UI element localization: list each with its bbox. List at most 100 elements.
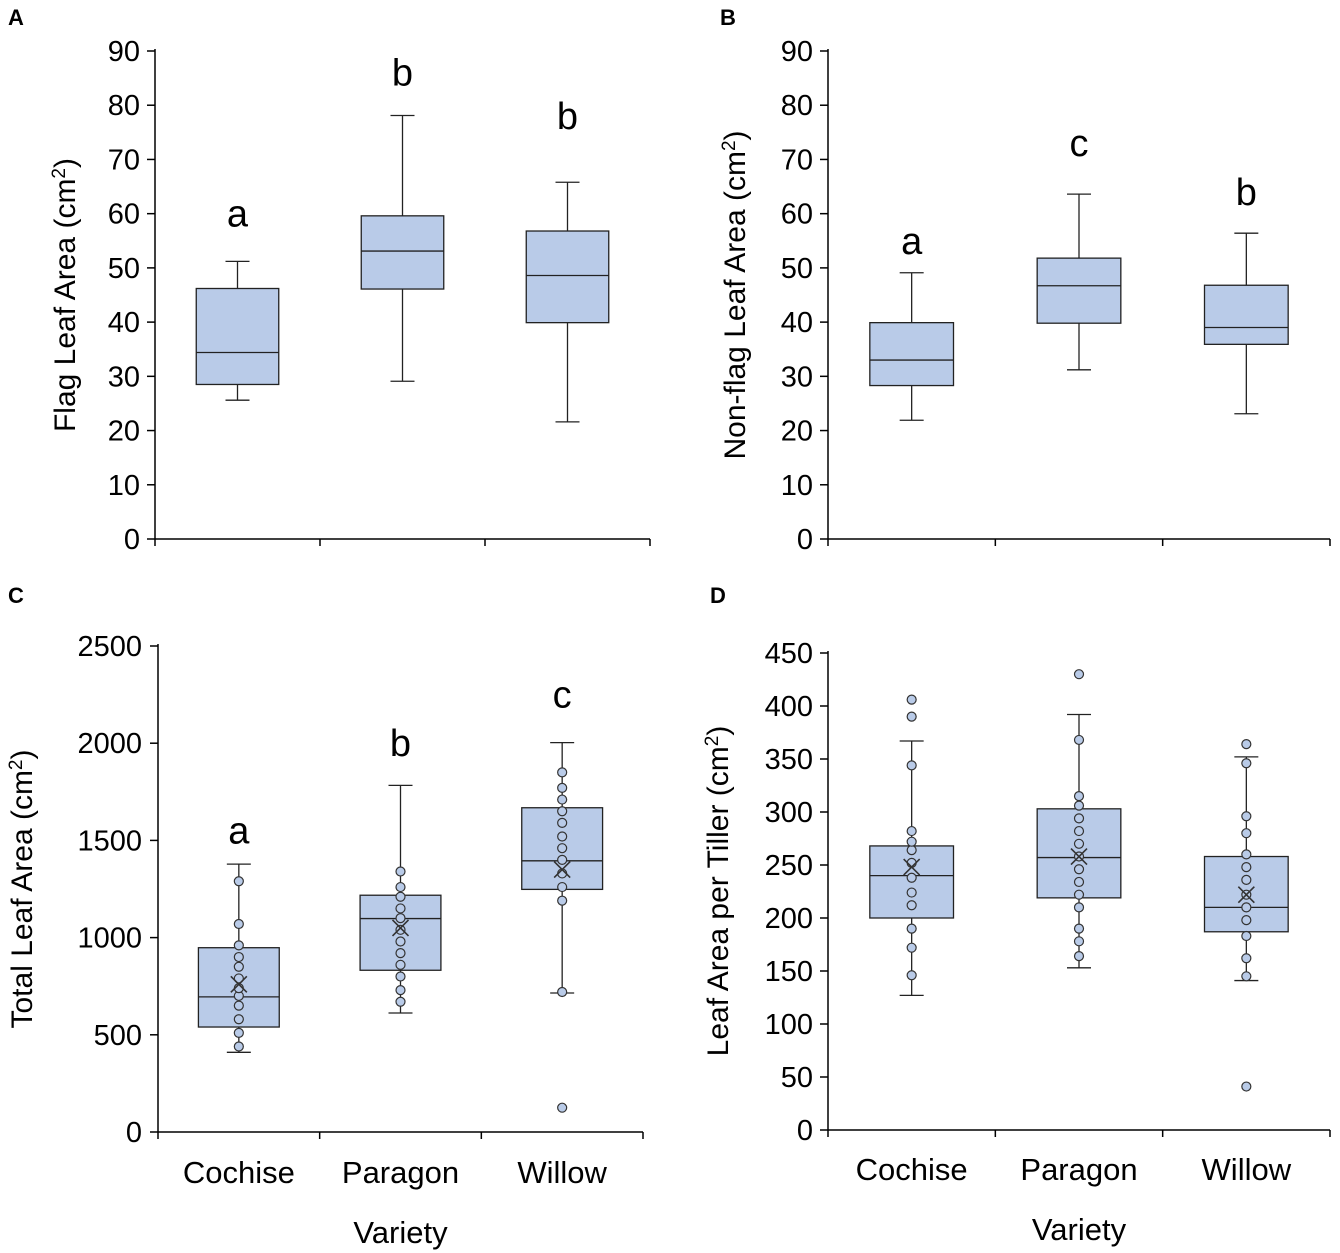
significance-letter: c xyxy=(553,675,572,717)
data-point xyxy=(557,782,568,794)
data-point xyxy=(557,817,568,829)
panel-a: A 0 10 20 30 40 50 60 70 80 90 Flag Leaf Area (cm2)… xyxy=(8,5,651,556)
y-tick-label: 2500 xyxy=(77,631,142,663)
data-point xyxy=(395,891,406,902)
y-tick-label: 1000 xyxy=(77,923,142,955)
data-point xyxy=(1073,790,1085,802)
box-cochise: a xyxy=(195,194,280,401)
data-point xyxy=(395,903,406,914)
mean-marker xyxy=(230,975,248,993)
data-point xyxy=(233,876,244,887)
data-point xyxy=(557,806,568,817)
significance-letter: b xyxy=(557,96,578,138)
significance-letter: a xyxy=(227,194,249,236)
data-point xyxy=(1073,889,1085,900)
data-point xyxy=(1241,971,1252,982)
x-tick-label: Cochise xyxy=(856,1152,968,1187)
y-tick-label: 300 xyxy=(765,797,813,829)
data-point xyxy=(1073,923,1085,934)
data-point xyxy=(1073,800,1085,811)
data-point xyxy=(1241,739,1252,750)
y-tick-label: 40 xyxy=(108,307,140,339)
data-point xyxy=(395,924,406,935)
mean-marker xyxy=(1237,886,1255,904)
y-tick-label: 150 xyxy=(765,956,813,988)
data-point xyxy=(233,1014,244,1025)
y-tick-label: 20 xyxy=(108,416,140,448)
data-point xyxy=(906,836,917,847)
data-point xyxy=(1241,1081,1252,1092)
significance-letter: b xyxy=(392,53,413,95)
y-tick-label: 0 xyxy=(126,1117,142,1149)
data-point xyxy=(1073,838,1085,849)
box-iqr xyxy=(195,287,280,386)
panel-label: C xyxy=(8,583,24,608)
significance-letter: b xyxy=(1236,172,1257,214)
y-tick-label: 0 xyxy=(797,1115,813,1147)
data-point xyxy=(906,872,917,883)
data-point xyxy=(557,881,568,893)
data-point xyxy=(906,942,917,953)
y-axis-title: Flag Leaf Area (cm2) xyxy=(49,158,83,432)
panel-label: D xyxy=(710,583,726,608)
data-point xyxy=(906,711,917,722)
y-tick-label: 2000 xyxy=(77,728,142,760)
data-point xyxy=(1241,862,1252,873)
data-point xyxy=(906,760,917,771)
x-tick-label: Willow xyxy=(517,1155,607,1190)
data-point xyxy=(233,940,244,951)
y-tick-label: 60 xyxy=(781,199,813,231)
y-axis-title: Leaf Area per Tiller (cm2) xyxy=(702,726,736,1057)
y-tick-label: 10 xyxy=(781,470,813,502)
data-point xyxy=(1073,951,1085,962)
data-point xyxy=(557,1102,568,1113)
data-point xyxy=(1073,936,1085,947)
x-tick-label: Willow xyxy=(1202,1152,1292,1187)
y-tick-label: 20 xyxy=(781,416,813,448)
box-iqr xyxy=(525,230,610,324)
box-iqr xyxy=(1036,257,1122,324)
y-tick-label: 250 xyxy=(765,850,813,882)
y-tick-label: 10 xyxy=(108,470,140,502)
y-tick-label: 50 xyxy=(781,253,813,285)
y-tick-label: 450 xyxy=(765,638,813,670)
data-point xyxy=(395,959,406,970)
data-point xyxy=(395,866,406,877)
y-tick-label: 70 xyxy=(108,144,140,176)
box-willow: b xyxy=(525,96,610,423)
data-point xyxy=(906,887,917,898)
x-tick-label: Paragon xyxy=(1020,1152,1137,1187)
x-tick-label: Paragon xyxy=(342,1155,459,1190)
data-point xyxy=(1073,864,1085,875)
y-tick-label: 50 xyxy=(781,1062,813,1094)
data-point xyxy=(1241,849,1252,860)
significance-letter: a xyxy=(228,811,250,853)
data-point xyxy=(395,881,406,893)
panel-label: B xyxy=(720,5,736,30)
mean-marker xyxy=(553,860,571,879)
data-point xyxy=(1241,930,1252,942)
mean-marker xyxy=(391,919,410,937)
y-tick-label: 1500 xyxy=(77,825,142,857)
data-point xyxy=(557,794,568,805)
mean-marker xyxy=(1070,847,1088,866)
y-tick-label: 30 xyxy=(108,361,140,393)
data-point xyxy=(906,970,917,981)
data-point xyxy=(557,986,568,998)
box-paragon: b xyxy=(359,723,442,1014)
data-point xyxy=(557,895,568,906)
y-tick-label: 100 xyxy=(765,1009,813,1041)
y-tick-label: 40 xyxy=(781,307,813,339)
data-point xyxy=(233,1041,244,1052)
mean-marker xyxy=(903,858,921,876)
y-tick-label: 0 xyxy=(797,524,813,556)
data-point xyxy=(1241,902,1252,913)
data-point xyxy=(395,996,406,1007)
panel-label: A xyxy=(8,5,24,30)
y-tick-label: 90 xyxy=(108,36,140,68)
box-iqr xyxy=(869,322,955,387)
data-point xyxy=(233,961,244,972)
box-iqr xyxy=(1203,284,1289,345)
data-point xyxy=(233,951,244,963)
data-point xyxy=(1241,915,1252,926)
